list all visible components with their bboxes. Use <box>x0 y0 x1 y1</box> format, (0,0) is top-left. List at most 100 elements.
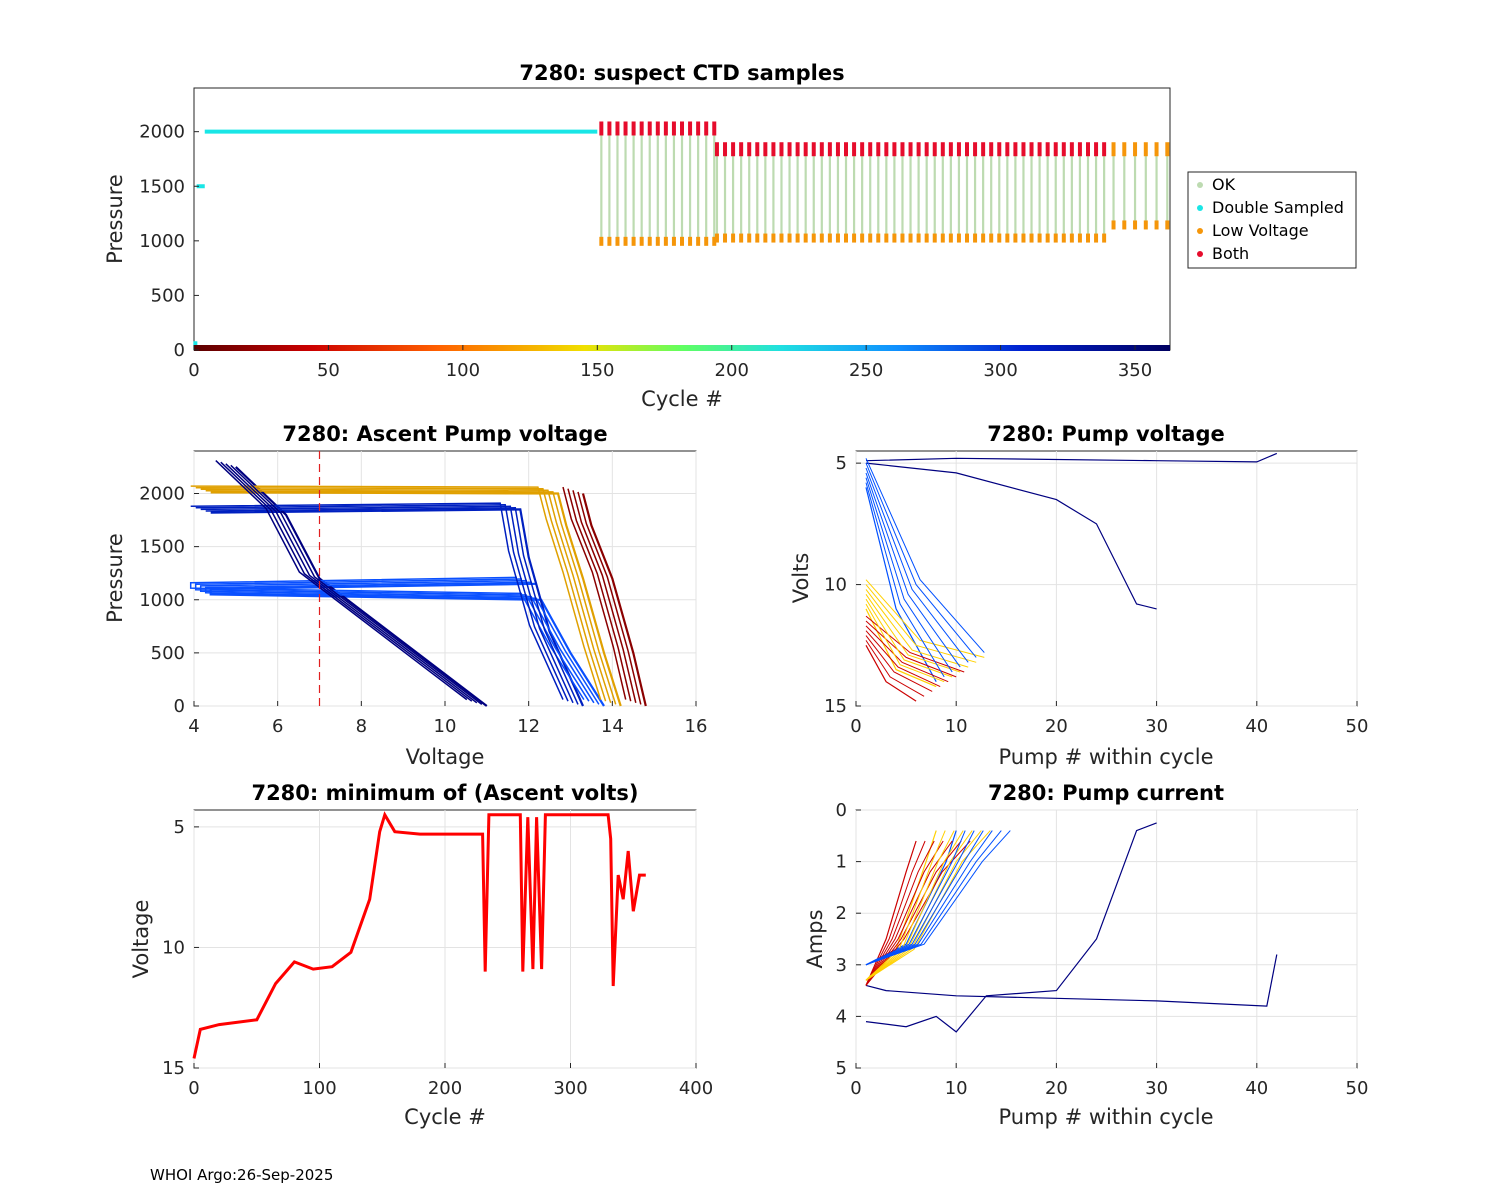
min-volts-series <box>192 811 646 1059</box>
y-tick-label: 2 <box>836 903 847 924</box>
y-tick-label: 0 <box>174 340 185 361</box>
series-late-cycles <box>209 582 605 707</box>
series-bundle <box>865 635 933 692</box>
series-min-ascent-volts <box>192 811 646 1059</box>
series-bundle <box>865 579 985 658</box>
x-tick-label: 0 <box>850 1078 861 1099</box>
y-tick-label: 5 <box>836 453 847 474</box>
x-tick-label: 150 <box>580 360 614 381</box>
series-bundle <box>865 830 993 966</box>
footer-credit: WHOI Argo:26-Sep-2025 <box>150 1166 334 1184</box>
chart-title: 7280: Ascent Pump voltage <box>282 422 607 446</box>
series-bundle <box>865 594 961 673</box>
pump-current-panel: 0 10 20 30 40 50 0 1 2 3 4 5 7280: Pump current Pum… <box>803 781 1368 1129</box>
series-bundle <box>572 490 637 703</box>
series-bundle <box>865 467 969 663</box>
y-tick-label: 5 <box>836 1058 847 1079</box>
series-bundle <box>865 589 969 668</box>
y-axis-label: Voltage <box>129 900 153 979</box>
x-tick-label: 350 <box>1118 360 1152 381</box>
series-bundle <box>865 462 977 658</box>
grid <box>855 809 1358 1069</box>
series-bundle <box>865 640 925 697</box>
series-bundle <box>220 461 473 702</box>
legend-label-double: Double Sampled <box>1212 198 1344 217</box>
x-axis-label: Pump # within cycle <box>999 745 1214 769</box>
series-bundle <box>190 485 602 700</box>
series-bundle <box>865 458 985 653</box>
pump-current-axis-ticks: 0 10 20 30 40 50 0 1 2 3 4 5 <box>836 800 1369 1099</box>
pump-voltage-series <box>865 452 1278 702</box>
chart-title: 7280: Pump current <box>988 781 1224 805</box>
series-mid-cycles <box>210 491 622 707</box>
ascent-series <box>189 451 647 707</box>
cycle-colorbar-strip <box>194 345 1170 351</box>
x-axis-label: Pump # within cycle <box>999 1105 1214 1129</box>
series-early <box>865 840 917 986</box>
x-tick-label: 250 <box>849 360 883 381</box>
series-bundle <box>865 830 966 966</box>
x-tick-label: 30 <box>1145 1078 1168 1099</box>
y-tick-label: 0 <box>836 800 847 821</box>
series-bundle <box>205 507 579 705</box>
series-bundle <box>865 630 941 688</box>
series-bundle <box>865 840 935 986</box>
suspect-axis-ticks: 0 50 100 150 200 250 300 350 0 500 1000 1500 2000 <box>139 122 1152 381</box>
x-tick-label: 200 <box>715 360 749 381</box>
y-tick-label: 2000 <box>139 484 185 505</box>
series-bundle <box>194 578 590 702</box>
chart-title: 7280: Pump voltage <box>987 422 1225 446</box>
series-bundle <box>562 486 627 700</box>
y-axis-label: Pressure <box>103 533 127 623</box>
series-bundle <box>195 486 607 702</box>
x-tick-label: 0 <box>188 1078 199 1099</box>
y-axis-label: Volts <box>789 553 813 604</box>
series-bundle <box>199 579 595 704</box>
y-tick-label: 500 <box>151 643 185 664</box>
y-tick-label: 10 <box>162 937 185 958</box>
y-tick-label: 1500 <box>139 176 185 197</box>
y-tick-label: 0 <box>174 696 185 717</box>
chart-title: 7280: suspect CTD samples <box>519 61 844 85</box>
min-ascent-volts-panel: 0 100 200 300 400 5 10 15 7280: minimum of (Asc… <box>129 781 713 1129</box>
grid <box>855 451 1358 707</box>
x-tick-label: 30 <box>1145 716 1168 737</box>
series-bundle <box>200 505 574 704</box>
series-bundle <box>865 830 955 981</box>
x-axis-label: Voltage <box>406 745 485 769</box>
series-bundle <box>567 488 632 702</box>
series-bundle <box>225 463 478 704</box>
min-volts-axis-ticks: 0 100 200 300 400 5 10 15 <box>162 817 713 1099</box>
x-tick-label: 6 <box>272 716 283 737</box>
x-tick-label: 50 <box>317 360 340 381</box>
y-tick-label: 4 <box>836 1006 847 1027</box>
series-bundle <box>577 491 642 705</box>
y-tick-label: 1000 <box>139 231 185 252</box>
suspect-samples <box>193 121 1170 350</box>
x-tick-label: 4 <box>188 716 199 737</box>
y-axis-label: Amps <box>803 909 827 968</box>
y-tick-label: 1 <box>836 852 847 873</box>
legend-label-both: Both <box>1212 244 1249 263</box>
ascent-voltage-panel: 4 6 8 10 12 14 16 0 500 1000 1500 2000 7280: Ascent… <box>103 422 707 769</box>
x-tick-label: 10 <box>434 716 457 737</box>
suspect-ctd-panel: 0 50 100 150 200 250 300 350 0 500 1000 1500 2000 72… <box>103 61 1357 411</box>
y-tick-label: 2000 <box>139 122 185 143</box>
series-bundle <box>865 477 953 673</box>
series-long-42 <box>865 452 1278 463</box>
series-long-42 <box>865 954 1278 1007</box>
series-bundle <box>865 840 962 986</box>
x-tick-label: 0 <box>850 716 861 737</box>
x-tick-label: 300 <box>553 1078 587 1099</box>
series-bundle <box>865 830 964 981</box>
x-tick-label: 400 <box>679 1078 713 1099</box>
y-tick-label: 3 <box>836 955 847 976</box>
series-bundle <box>865 830 1011 966</box>
y-axis-label: Pressure <box>103 174 127 264</box>
series-bundle <box>865 840 944 986</box>
legend: OK Double Sampled Low Voltage Both <box>1187 171 1357 269</box>
x-tick-label: 40 <box>1245 716 1268 737</box>
x-tick-label: 0 <box>188 360 199 381</box>
series-bundle <box>195 503 569 702</box>
